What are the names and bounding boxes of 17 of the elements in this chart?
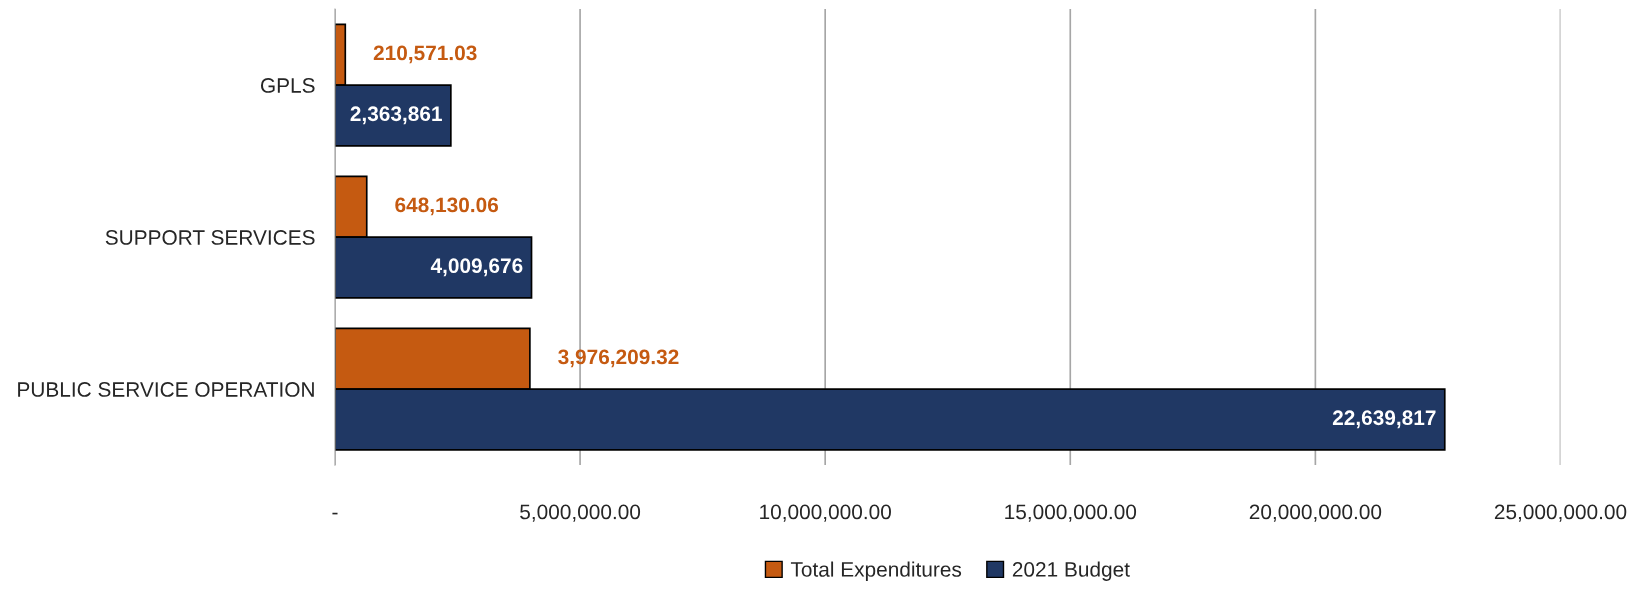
x-tick-label: 20,000,000.00 bbox=[1249, 504, 1382, 522]
data-label: 648,130.06 bbox=[395, 197, 499, 216]
data-label: 210,571.03 bbox=[373, 45, 477, 64]
x-tick-label: 10,000,000.00 bbox=[760, 504, 891, 522]
x-tick-label: 15,000,000.00 bbox=[1005, 504, 1137, 522]
x-tick-label: 5,000,000.00 bbox=[520, 504, 641, 522]
x-tick-label: - bbox=[332, 512, 338, 515]
data-label: 2,363,861 bbox=[350, 106, 442, 125]
y-tick-label: SUPPORT SERVICES bbox=[105, 230, 315, 245]
data-label: 4,009,676 bbox=[430, 258, 523, 277]
y-tick-label: PUBLIC SERVICE OPERATION bbox=[18, 382, 314, 397]
x-tick-label: 25,000,000.00 bbox=[1494, 504, 1627, 522]
data-label: 3,976,209.32 bbox=[558, 349, 679, 368]
legend-label: 2021 Budget bbox=[1012, 561, 1130, 581]
legend-label: Total Expenditures bbox=[790, 561, 962, 581]
data-label: 22,639,817 bbox=[1332, 410, 1436, 429]
y-tick-label: GPLS bbox=[260, 78, 315, 93]
